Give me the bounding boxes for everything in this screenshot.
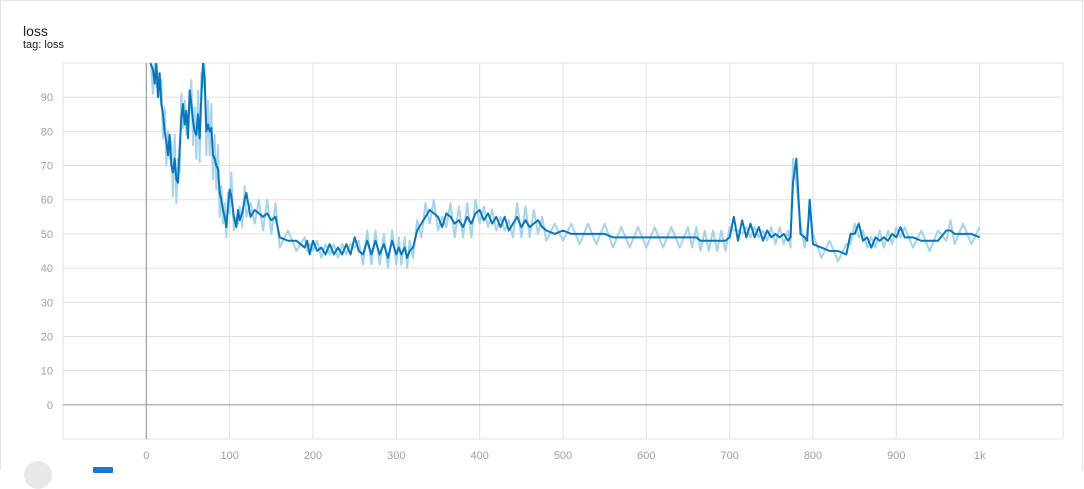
x-tick-label: 800 [804,450,822,462]
y-tick-label: 0 [47,400,53,412]
x-tick-label: 400 [470,450,488,462]
chart-subtitle: tag: loss [23,39,64,51]
x-tick-label: 700 [720,450,738,462]
y-tick-label: 10 [41,366,53,378]
x-tick-label: 0 [143,450,149,462]
x-tick-label: 500 [554,450,572,462]
x-tick-label: 300 [387,450,405,462]
y-tick-label: 60 [41,195,53,207]
axes [63,63,1063,439]
y-tick-label: 20 [41,331,53,343]
chart-title: loss [23,23,48,39]
raw-loss-line [149,63,981,270]
x-tick-label: 200 [304,450,322,462]
x-tick-label: 600 [637,450,655,462]
x-tick-label: 900 [887,450,905,462]
series-layer [149,63,981,270]
y-tick-label: 50 [41,229,53,241]
toggle-y-log-button[interactable] [24,461,52,489]
y-tick-label: 40 [41,263,53,275]
smoothed-loss-line [149,63,981,259]
x-tick-label: 1k [974,450,986,462]
y-tick-label: 30 [41,297,53,309]
grid [62,62,1064,440]
series-swatch-icon[interactable] [93,467,113,473]
x-tick-label: 100 [220,450,238,462]
y-tick-label: 70 [41,161,53,173]
y-tick-label: 90 [41,92,53,104]
y-tick-label: 80 [41,126,53,138]
